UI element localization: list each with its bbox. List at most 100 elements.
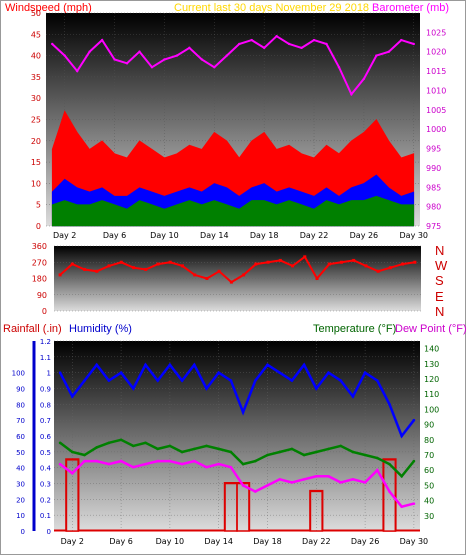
- humidity-point: [83, 379, 86, 382]
- wind-y-tick-label: 40: [31, 52, 41, 61]
- temperature-point: [388, 462, 391, 466]
- temperature-line: [59, 438, 415, 479]
- humidity-y-tick-label: 0.6: [40, 433, 52, 441]
- humidity-point: [205, 387, 208, 390]
- humidity-x-tick-label: Day 14: [204, 537, 233, 546]
- humidity-point: [132, 387, 135, 390]
- temperature-y-tick-label: 40: [424, 497, 434, 506]
- barometer-point: [138, 50, 141, 53]
- humidity-label: Humidity (%): [69, 323, 132, 335]
- direction-point: [95, 269, 99, 273]
- humidity-y-tick-label: 1.1: [40, 354, 51, 362]
- dewpoint-point: [71, 471, 74, 475]
- direction-label-w: W: [435, 258, 448, 273]
- dewpoint-point: [132, 465, 135, 469]
- temperature-point: [412, 459, 416, 463]
- humidity-y-tick-label: 0.3: [40, 481, 51, 489]
- humidity-point: [241, 410, 245, 414]
- temperature-point: [205, 444, 208, 448]
- temperature-point: [107, 441, 111, 445]
- humidity-x-tick-label: Day 10: [156, 537, 185, 546]
- dewpoint-point: [193, 459, 196, 463]
- temperature-y-tick-label: 60: [424, 466, 434, 475]
- barometer-point: [362, 77, 366, 81]
- dewpoint-point: [266, 484, 269, 487]
- humidity-point: [412, 418, 416, 422]
- dewpoint-point: [58, 462, 62, 466]
- wind-x-tick-label: Day 30: [400, 231, 429, 240]
- direction-point: [278, 258, 282, 262]
- barometer-point: [51, 42, 54, 46]
- humidity-line: [58, 362, 415, 439]
- barometer-point: [113, 58, 116, 61]
- humidity-y-tick-label: 0.1: [40, 512, 51, 520]
- barometer-point: [400, 38, 403, 42]
- dewpoint-point: [95, 459, 98, 463]
- barometer-point: [175, 54, 179, 57]
- wind-y-tick-label: 50: [31, 9, 41, 18]
- wind-y-tick-label: 15: [31, 158, 41, 167]
- dewpoint-point: [241, 484, 245, 487]
- barometer-y-tick-label: 1015: [426, 67, 446, 76]
- wind-y-tick-label: 45: [31, 30, 41, 39]
- humidity-point: [217, 371, 220, 374]
- barometer-label: Barometer (mb): [372, 2, 450, 14]
- direction-point: [70, 262, 74, 266]
- temperature-y-tick-label: 120: [424, 375, 439, 384]
- dewpoint-point: [229, 465, 233, 469]
- humidity-point: [302, 363, 306, 367]
- barometer-point: [387, 50, 391, 53]
- wind-y-tick-label: 5: [36, 201, 41, 210]
- rain-y-tick-label: 50: [16, 449, 25, 457]
- barometer-y-tick-label: 980: [426, 203, 441, 212]
- barometer-y-tick-label: 985: [426, 183, 441, 192]
- direction-point: [180, 264, 184, 268]
- direction-y-tick-label: 360: [32, 242, 47, 251]
- temperature-y-tick-label: 30: [424, 512, 434, 521]
- direction-point: [193, 273, 197, 277]
- temperature-point: [156, 447, 159, 451]
- humidity-point: [107, 379, 111, 382]
- direction-point: [119, 260, 123, 264]
- humidity-x-tick-label: Day 22: [302, 537, 331, 546]
- direction-point: [291, 264, 295, 268]
- humidity-y-tick-label: 0.9: [40, 386, 51, 394]
- dewpoint-point: [290, 481, 294, 484]
- humidity-y-tick-label: 0.4: [40, 465, 52, 473]
- humidity-y-tick-label: 0.2: [40, 496, 51, 504]
- barometer-point: [262, 46, 266, 50]
- barometer-y-tick-label: 1020: [426, 48, 446, 57]
- barometer-point: [337, 66, 341, 69]
- humidity-point: [400, 434, 404, 438]
- temperature-point: [217, 447, 220, 451]
- direction-point: [327, 262, 331, 266]
- temperature-point: [193, 447, 196, 451]
- barometer-point: [163, 58, 166, 61]
- dewpoint-point: [351, 478, 355, 481]
- direction-point: [315, 277, 319, 280]
- wind-x-tick-label: Day 18: [250, 231, 279, 240]
- humidity-point: [376, 379, 379, 382]
- wind-y-tick-label: 20: [31, 137, 41, 146]
- humidity-point: [144, 363, 147, 367]
- barometer-point: [150, 66, 154, 69]
- direction-point: [413, 260, 417, 264]
- rainfall-bar: [65, 459, 80, 532]
- wind-y-tick-label: 30: [31, 94, 41, 103]
- temperature-y-tick-label: 100: [424, 405, 439, 414]
- direction-point: [266, 260, 270, 264]
- direction-label-n1: N: [435, 243, 445, 258]
- temperature-point: [315, 450, 318, 454]
- humidity-point: [193, 363, 196, 367]
- rainfall-bar: [382, 459, 397, 532]
- rainfall-bar: [309, 490, 324, 532]
- humidity-point: [168, 363, 172, 367]
- direction-y-tick-label: 0: [42, 307, 47, 316]
- barometer-point: [325, 42, 328, 46]
- direction-point: [58, 273, 62, 277]
- direction-point: [388, 266, 392, 270]
- temperature-point: [168, 444, 172, 448]
- wind-x-tick-label: Day 14: [200, 231, 229, 240]
- humidity-point: [290, 379, 294, 382]
- barometer-point: [100, 38, 104, 42]
